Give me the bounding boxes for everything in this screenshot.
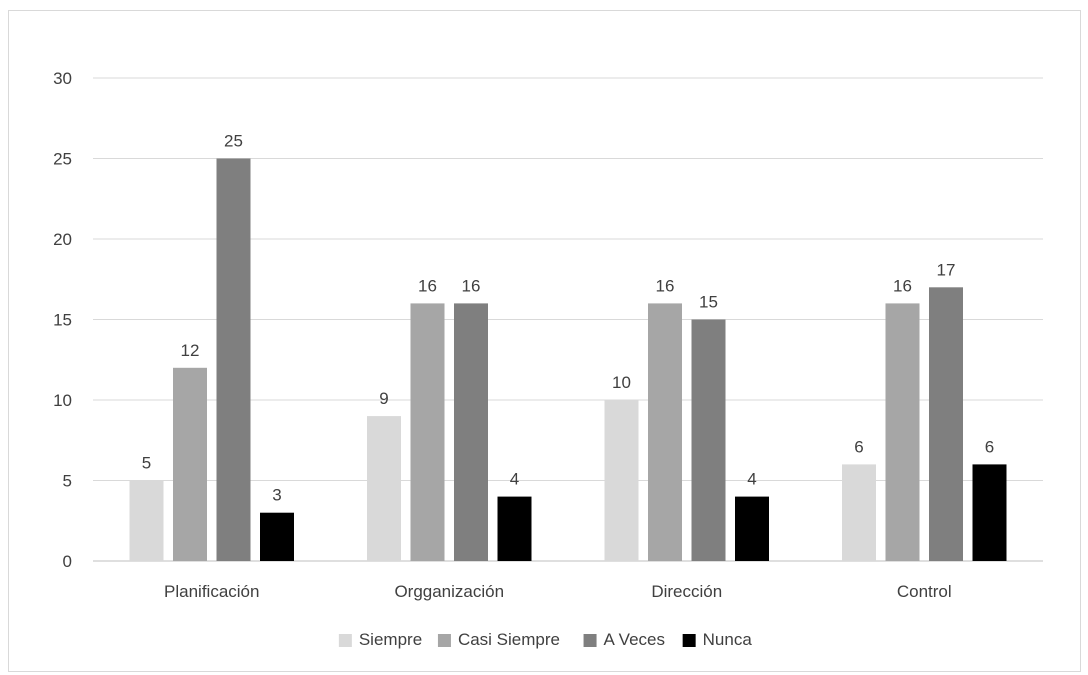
bars (129, 158, 1007, 561)
y-tick-label: 15 (53, 311, 72, 330)
data-label: 16 (893, 276, 912, 295)
x-category-label: Orgganización (394, 582, 504, 601)
y-axis-ticks: 0 5 10 15 20 25 30 (53, 69, 72, 571)
legend-swatch (437, 634, 451, 647)
y-tick-label: 10 (53, 391, 72, 410)
y-tick-label: 30 (53, 69, 72, 88)
legend-label: Siempre (359, 630, 422, 649)
data-label: 15 (699, 293, 718, 312)
x-category-label: Dirección (651, 582, 722, 601)
bar (173, 367, 207, 561)
gridlines (93, 77, 1043, 562)
bar (216, 158, 251, 561)
bar (972, 464, 1007, 561)
bar (929, 287, 963, 561)
y-tick-label: 20 (53, 230, 72, 249)
bar (410, 303, 445, 561)
y-tick-label: 5 (63, 472, 72, 491)
x-category-label: Control (897, 582, 952, 601)
y-tick-label: 0 (63, 552, 72, 571)
x-axis-categories: Planificación Orgganización Dirección Contr… (164, 582, 952, 601)
bar (367, 416, 401, 561)
bar (648, 303, 682, 561)
bar (260, 512, 294, 561)
bar (497, 496, 532, 561)
data-label: 3 (272, 486, 281, 505)
legend: Siempre Casi Siempre A Veces Nunca (338, 630, 753, 649)
data-label: 16 (418, 276, 437, 295)
data-label: 16 (656, 276, 675, 295)
legend-swatch (682, 634, 696, 647)
bar (129, 480, 164, 561)
bar (842, 464, 876, 561)
data-label: 4 (747, 470, 756, 489)
data-label: 12 (181, 341, 200, 360)
legend-swatch (338, 634, 352, 647)
y-tick-label: 25 (53, 150, 72, 169)
legend-label: Casi Siempre (458, 630, 560, 649)
data-label: 16 (462, 276, 481, 295)
data-labels: 5 12 25 3 9 16 16 4 10 16 15 4 6 16 17 6 (142, 132, 994, 505)
data-label: 6 (854, 437, 863, 456)
data-label: 6 (985, 437, 994, 456)
x-category-label: Planificación (164, 582, 259, 601)
data-label: 5 (142, 454, 151, 473)
data-label: 9 (379, 389, 388, 408)
legend-label: Nunca (703, 630, 753, 649)
bar (885, 303, 920, 561)
data-label: 17 (937, 260, 956, 279)
bar (604, 400, 639, 561)
bar (691, 319, 726, 561)
bar (735, 496, 769, 561)
legend-swatch (583, 634, 597, 647)
bar (454, 303, 488, 561)
data-label: 10 (612, 373, 631, 392)
legend-label: A Veces (604, 630, 665, 649)
data-label: 25 (224, 132, 243, 151)
data-label: 4 (510, 470, 519, 489)
